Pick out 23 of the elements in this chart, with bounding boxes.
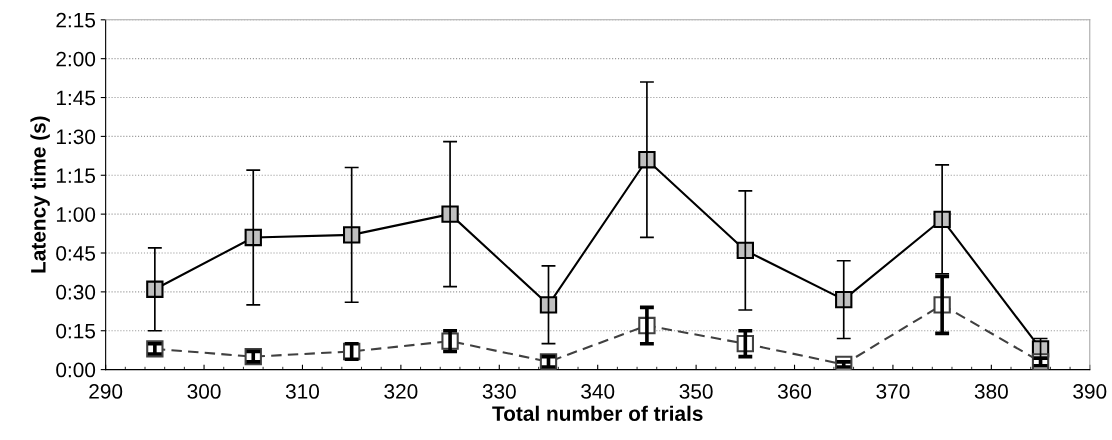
x-tick-label: 350: [679, 384, 713, 399]
y-tick-label: 0:30: [56, 284, 96, 300]
y-axis-title: Latency time (s): [30, 116, 50, 273]
x-tick-label: 290: [89, 384, 123, 399]
x-tick-label: 370: [876, 384, 910, 399]
y-tick-label: 0:15: [56, 323, 96, 339]
x-tick-label: 310: [285, 384, 320, 399]
x-tick-label: 340: [581, 384, 615, 399]
x-tick-label: 320: [384, 384, 418, 399]
y-tick-label: 0:00: [56, 362, 96, 378]
y-tick-label: 2:15: [56, 12, 96, 28]
x-tick-label: 330: [482, 384, 516, 399]
y-tick-label: 1:45: [56, 90, 96, 106]
y-tick-label: 1:30: [56, 129, 96, 145]
x-tick-label: 300: [187, 384, 221, 399]
x-tick-label: 380: [974, 384, 1008, 399]
y-tick-label: 0:45: [56, 246, 96, 261]
x-tick-label: 390: [1073, 384, 1107, 399]
y-tick-label: 2:00: [56, 51, 96, 67]
x-axis-title: Total number of trials: [492, 405, 703, 421]
y-tick-label: 1:15: [56, 168, 96, 184]
x-tick-label: 360: [777, 384, 812, 399]
y-tick-label: 1:00: [56, 207, 96, 222]
